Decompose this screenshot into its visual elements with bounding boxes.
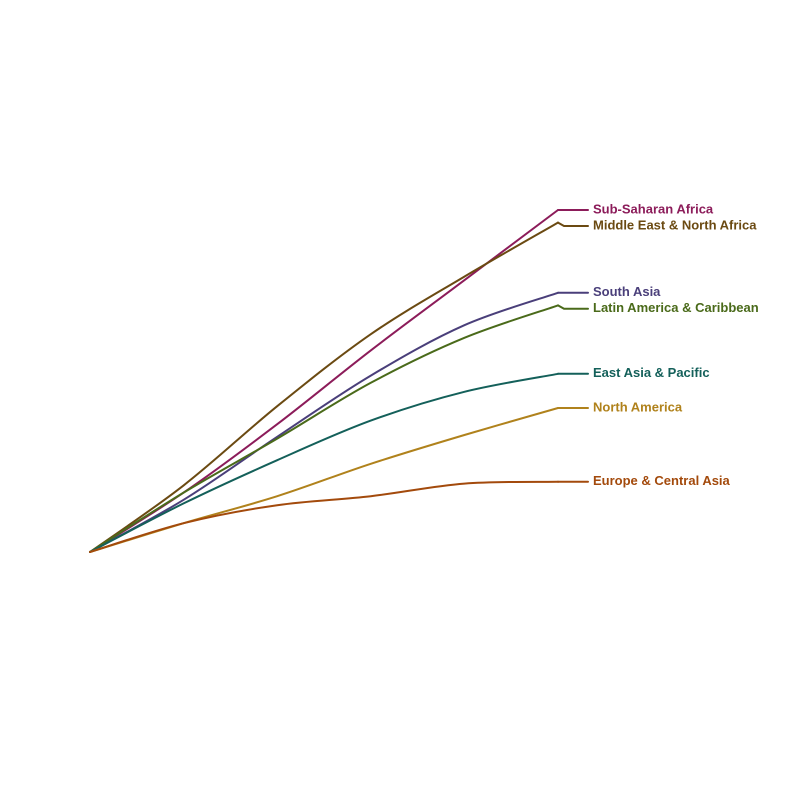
leader-line-latin-america-caribbean [557,304,589,310]
series-label-south-asia: South Asia [593,284,661,299]
series-label-europe-central-asia: Europe & Central Asia [593,473,731,488]
series-lines-layer [89,209,589,553]
leader-line-middle-east-north-africa [557,221,589,227]
series-line-south-asia [89,291,559,553]
series-label-latin-america-caribbean: Latin America & Caribbean [593,300,759,315]
series-label-middle-east-north-africa: Middle East & North Africa [593,217,757,232]
series-line-east-asia-pacific [89,372,559,553]
series-line-latin-america-caribbean [89,304,559,553]
series-label-east-asia-pacific: East Asia & Pacific [593,365,710,380]
series-label-sub-saharan-africa: Sub-Saharan Africa [593,201,714,216]
series-line-middle-east-north-africa [89,221,559,553]
series-label-north-america: North America [593,399,683,414]
series-line-europe-central-asia [89,480,559,553]
